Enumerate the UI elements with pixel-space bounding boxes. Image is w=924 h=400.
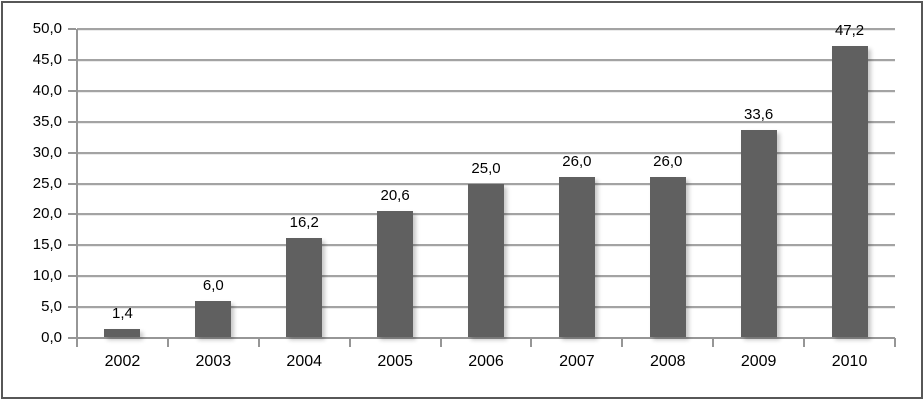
y-axis-tick-label: 45,0 [32,50,62,68]
gridline [77,151,895,154]
y-axis-tick-label: 30,0 [32,143,62,161]
bar [104,329,141,337]
gridline [77,89,895,92]
x-axis-label: 2002 [104,353,141,370]
x-axis-tick [439,338,442,347]
gridline [77,28,895,30]
x-axis-tick [257,338,260,347]
y-axis-tick-label: 0,0 [41,329,62,346]
bar [195,300,232,337]
bar-value-label: 47,2 [834,22,865,40]
x-axis-tick [76,338,78,347]
x-axis-label: 2003 [195,353,232,370]
bar-value-label: 33,6 [744,106,774,124]
y-axis-tick [68,182,76,185]
y-axis-tick [68,120,76,123]
x-axis-tick [621,338,624,347]
x-axis-label: 2005 [377,353,413,370]
y-axis-tick-label: 10,0 [32,267,62,285]
bar [286,237,323,337]
y-axis-tick [68,244,76,247]
bar-value-label: 26,0 [653,153,683,171]
bar [831,46,868,337]
x-axis-tick [803,338,806,347]
y-axis-tick [68,337,76,339]
x-axis-label: 2009 [740,353,777,370]
y-axis-tick-label: 15,0 [32,236,62,254]
gridline [77,120,895,123]
bar [468,183,504,337]
y-axis-tick-label: 40,0 [32,81,62,99]
x-axis-tick [530,338,533,347]
y-axis-tick-label: 20,0 [32,205,62,223]
bar [740,130,777,337]
bar-value-label: 25,0 [471,159,501,177]
y-axis-tick [68,151,76,154]
y-axis-tick-label: 5,0 [41,298,62,316]
bar-value-label: 1,4 [112,305,133,323]
x-axis-label: 2008 [649,353,686,370]
x-axis-label: 2004 [286,353,323,370]
x-axis-tick [894,338,896,347]
bar-value-label: 20,6 [380,186,410,204]
bar-value-label: 6,0 [202,276,224,294]
y-axis-tick [68,306,76,309]
bar [377,210,414,337]
x-axis-line [76,337,895,339]
gridline [77,58,895,61]
y-axis-tick-label: 35,0 [32,112,62,130]
x-axis-label: 2007 [559,353,595,370]
x-axis-tick [712,338,715,347]
bar [649,177,686,337]
y-axis-tick-label: 50,0 [32,20,62,37]
x-axis-tick [166,338,169,347]
y-axis-line [76,29,78,339]
x-axis-label: 2010 [831,353,868,370]
bar-value-label: 16,2 [289,213,319,231]
y-axis-tick [68,28,76,30]
y-axis-tick [68,213,76,216]
x-axis-tick [348,338,351,347]
bar-value-label: 26,0 [562,153,592,171]
x-axis-label: 2006 [468,353,504,370]
y-axis-tick [68,58,76,61]
bar [558,177,595,337]
y-axis-tick [68,89,76,92]
y-axis-tick-label: 25,0 [32,174,62,192]
y-axis-tick [68,275,76,278]
